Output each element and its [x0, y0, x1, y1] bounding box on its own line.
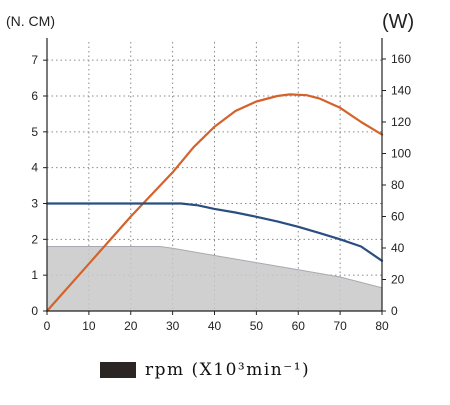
- x-tick-label: 50: [250, 319, 264, 333]
- axes: [43, 38, 386, 315]
- grid: [47, 42, 382, 311]
- legend-swatch: [100, 362, 136, 378]
- line-series: [45, 93, 384, 313]
- x-tick-label: 80: [375, 319, 389, 333]
- left-tick-label: 3: [31, 197, 38, 211]
- left-tick-label: 7: [31, 53, 38, 67]
- left-tick-label: 2: [31, 232, 38, 246]
- shaded-area: [47, 246, 382, 311]
- right-tick-label: 0: [391, 304, 398, 318]
- left-tick-label: 6: [31, 89, 38, 103]
- series-line-1: [45, 93, 384, 313]
- left-tick-label: 5: [31, 125, 38, 139]
- left-tick-label: 0: [31, 304, 38, 318]
- shaded-area-series: [47, 246, 383, 311]
- x-tick-label: 0: [44, 319, 51, 333]
- right-tick-label: 20: [391, 273, 405, 287]
- left-tick-label: 1: [31, 268, 38, 282]
- series-line-2: [45, 202, 384, 262]
- right-tick-label: 80: [391, 178, 405, 192]
- x-tick-label: 40: [208, 319, 222, 333]
- right-axis-label: (W): [382, 11, 414, 33]
- x-tick-label: 20: [124, 319, 138, 333]
- x-tick-label: 60: [292, 319, 306, 333]
- x-tick-label: 30: [166, 319, 180, 333]
- x-tick-label: 10: [82, 319, 96, 333]
- legend-label: rpm (X10³min⁻¹): [145, 360, 311, 380]
- right-tick-label: 160: [391, 52, 411, 66]
- tick-labels: 0 10 20 30 40 50 60 70 8001234567020406080100120…: [31, 52, 411, 333]
- right-tick-label: 120: [391, 115, 411, 129]
- x-tick-label: 70: [333, 319, 347, 333]
- shaded-area-edge: [47, 246, 383, 289]
- right-tick-label: 40: [391, 241, 405, 255]
- left-tick-label: 4: [31, 161, 38, 175]
- right-tick-label: 100: [391, 147, 411, 161]
- legend: rpm (X10³min⁻¹): [100, 358, 310, 382]
- left-axis-label: (N. CM): [6, 13, 55, 29]
- right-tick-label: 140: [391, 84, 411, 98]
- right-tick-label: 60: [391, 210, 405, 224]
